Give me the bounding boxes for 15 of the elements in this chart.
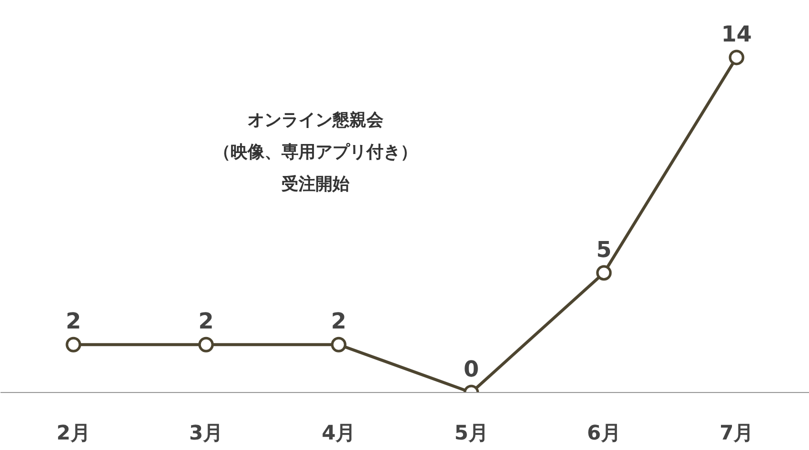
x-tick-label: 7月: [720, 420, 754, 444]
x-tick-label: 5月: [454, 420, 488, 444]
x-tick-label: 2月: [56, 420, 90, 444]
x-tick-label: 6月: [586, 420, 621, 444]
data-label: 2: [66, 310, 82, 335]
data-label: 2: [331, 310, 346, 335]
data-label: 0: [464, 358, 479, 382]
x-tick-label: 4月: [322, 420, 356, 444]
data-label: 14: [721, 22, 752, 48]
x-tick-label: 3月: [189, 420, 224, 444]
annotation: 受注開始: [282, 174, 350, 194]
annotation: （映像、専用アプリ付き）: [214, 142, 418, 162]
annotation: オンライン懇親会: [248, 110, 384, 130]
data-label: 2: [198, 310, 214, 335]
data-label: 5: [596, 238, 612, 263]
